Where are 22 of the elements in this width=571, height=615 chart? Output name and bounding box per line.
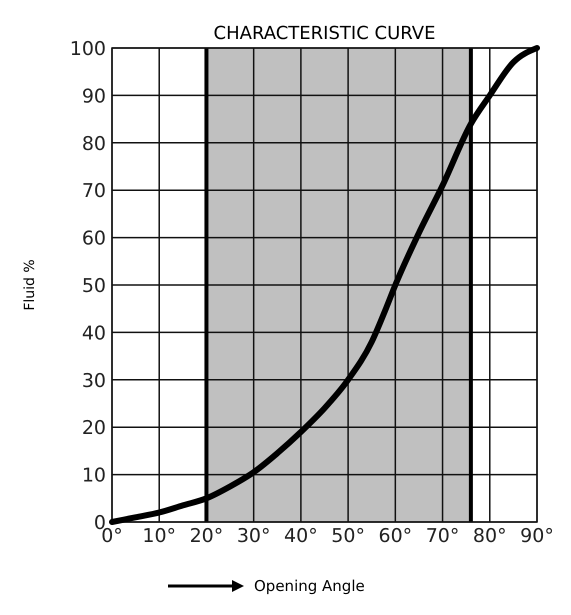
- x-tick-label: 90°: [520, 525, 554, 547]
- y-tick-label: 10: [82, 464, 106, 487]
- y-tick-label: 50: [82, 275, 106, 297]
- y-tick-label: 100: [70, 38, 106, 60]
- x-tick-label: 20°: [190, 525, 224, 547]
- x-tick-label: 70°: [426, 525, 460, 547]
- chart-title: CHARACTERISTIC CURVE: [214, 23, 436, 44]
- x-tick-label: 80°: [472, 525, 507, 547]
- y-axis-title: Fluid %: [22, 259, 38, 311]
- y-tick-label: 60: [82, 228, 106, 250]
- x-tick-label: 10°: [142, 525, 176, 547]
- x-tick-label: 60°: [378, 525, 412, 547]
- x-tick-label: 50°: [331, 525, 365, 547]
- y-tick-label: 80: [82, 132, 106, 155]
- y-tick-label: 40: [82, 322, 106, 344]
- x-tick-label: 30°: [236, 525, 271, 547]
- y-tick-label: 90: [82, 85, 106, 108]
- y-tick-label: 20: [82, 417, 106, 440]
- y-tick-label: 70: [82, 180, 106, 202]
- y-tick-label: 30: [82, 370, 106, 392]
- x-tick-label: 40°: [284, 525, 318, 547]
- x-axis-title: Opening Angle: [254, 577, 365, 595]
